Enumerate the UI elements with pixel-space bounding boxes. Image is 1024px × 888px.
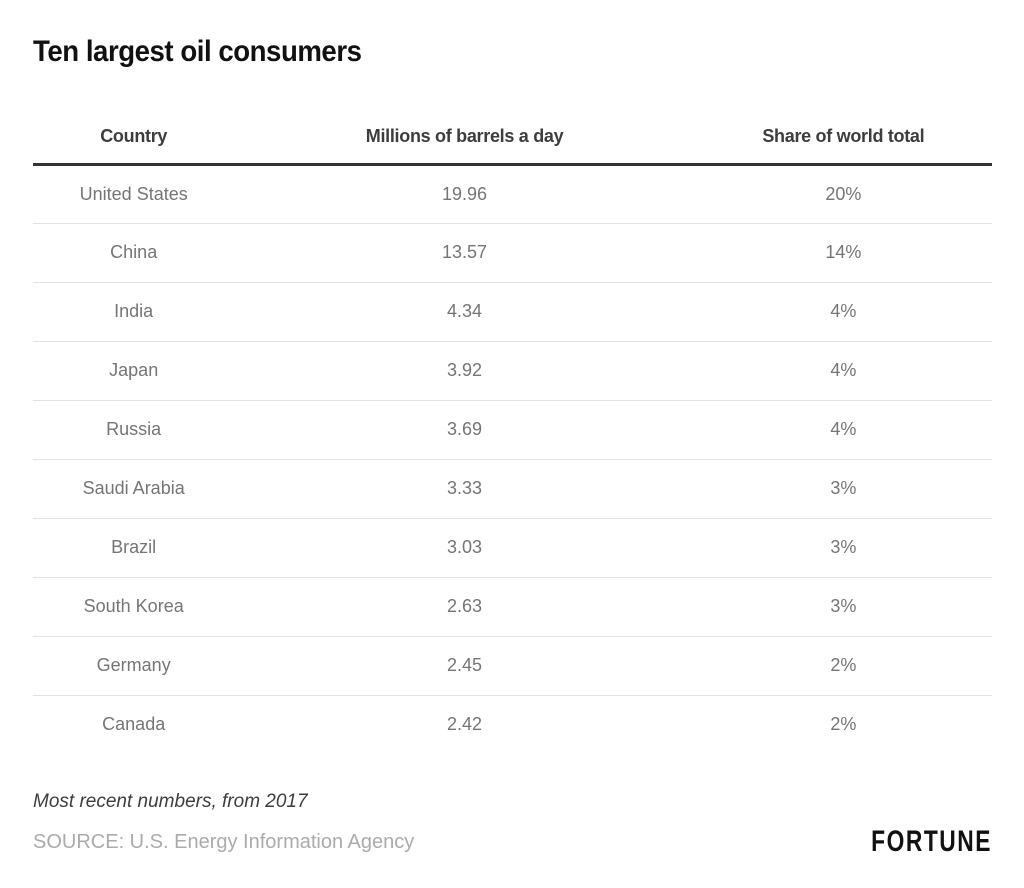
barrels-cell: 3.03 — [447, 537, 483, 557]
share-cell: 4% — [830, 360, 857, 380]
table-row: Brazil 3.03 3% — [33, 518, 992, 577]
column-header-barrels: Millions of barrels a day — [365, 125, 564, 146]
barrels-cell: 2.45 — [447, 655, 483, 675]
country-cell: Russia — [106, 419, 162, 439]
country-cell: Canada — [102, 714, 166, 735]
chart-container: Ten largest oil consumers Country Millio… — [33, 35, 992, 859]
share-cell: 3% — [830, 537, 857, 557]
country-cell: United States — [79, 183, 188, 204]
column-header-country: Country — [100, 125, 168, 146]
chart-title: Ten largest oil consumers — [33, 35, 362, 68]
column-header-share: Share of world total — [762, 125, 925, 146]
barrels-cell: 3.33 — [447, 478, 483, 498]
table-row: Japan 3.92 4% — [33, 341, 992, 400]
barrels-cell: 13.57 — [442, 242, 488, 262]
table-row: South Korea 2.63 3% — [33, 577, 992, 636]
table-row: United States 19.96 20% — [33, 164, 992, 223]
table-row: Russia 3.69 4% — [33, 400, 992, 459]
barrels-cell: 19.96 — [442, 183, 488, 204]
country-cell: China — [110, 242, 158, 262]
source-credit: SOURCE: U.S. Energy Information Agency — [33, 831, 415, 853]
oil-consumers-table: Country Millions of barrels a day Share … — [33, 110, 992, 754]
country-cell: Brazil — [111, 537, 157, 557]
country-cell: Saudi Arabia — [82, 478, 185, 498]
table-header: Country Millions of barrels a day Share … — [33, 110, 992, 164]
table-body: United States 19.96 20% China 13.57 14% … — [33, 164, 992, 754]
table-row: Germany 2.45 2% — [33, 636, 992, 695]
barrels-cell: 2.42 — [447, 714, 483, 735]
table-row: India 4.34 4% — [33, 282, 992, 341]
country-cell: Japan — [109, 360, 159, 380]
footnote: Most recent numbers, from 2017 — [33, 791, 308, 812]
share-cell: 3% — [830, 596, 857, 616]
share-cell: 2% — [830, 714, 857, 735]
share-cell: 3% — [830, 478, 857, 498]
share-cell: 20% — [825, 183, 862, 204]
barrels-cell: 2.63 — [447, 596, 483, 616]
share-cell: 14% — [825, 242, 862, 262]
share-cell: 4% — [830, 419, 857, 439]
table-row: Canada 2.42 2% — [33, 695, 992, 754]
country-cell: Germany — [96, 655, 171, 675]
table-row: Saudi Arabia 3.33 3% — [33, 459, 992, 518]
barrels-cell: 4.34 — [447, 301, 483, 321]
table-row: China 13.57 14% — [33, 223, 992, 282]
table-header-row: Country Millions of barrels a day Share … — [33, 110, 992, 164]
barrels-cell: 3.69 — [447, 419, 483, 439]
share-cell: 4% — [830, 301, 857, 321]
barrels-cell: 3.92 — [447, 360, 483, 380]
fortune-logo: FORTUNE — [871, 825, 992, 858]
share-cell: 2% — [830, 655, 857, 675]
country-cell: South Korea — [83, 596, 184, 616]
footer: SOURCE: U.S. Energy Information Agency F… — [33, 825, 992, 859]
country-cell: India — [114, 301, 154, 321]
